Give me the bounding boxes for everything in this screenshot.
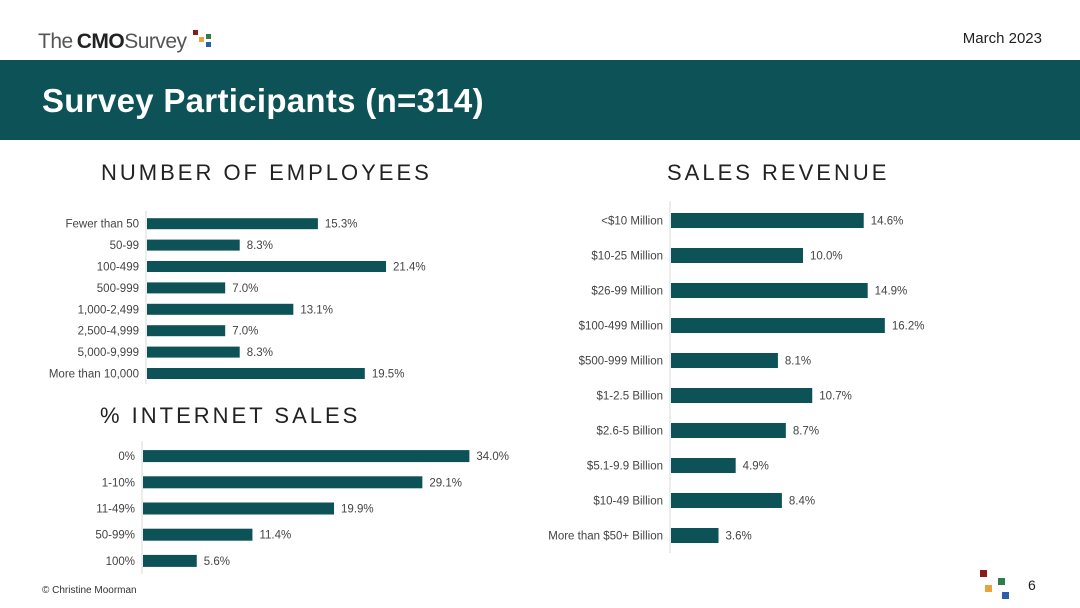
revenue-category-label: $26-99 Million — [591, 286, 663, 298]
revenue-value-label: 16.2% — [892, 321, 925, 333]
employees-category-label: 2,500-4,999 — [78, 326, 139, 338]
cmo-survey-logo: The CMO Survey — [38, 20, 215, 54]
copyright-text: © Christine Moorman — [42, 585, 137, 596]
revenue-category-label: $500-999 Million — [579, 356, 663, 368]
internet-value-label: 11.4% — [259, 530, 291, 542]
employees-bar — [147, 368, 365, 379]
employees-value-label: 8.3% — [247, 347, 273, 359]
revenue-value-label: 3.6% — [726, 531, 752, 543]
revenue-category-label: $1-2.5 Billion — [597, 391, 663, 403]
employees-category-label: 1,000-2,499 — [78, 304, 139, 316]
revenue-value-label: 8.7% — [793, 426, 819, 438]
corner-logo-icon — [980, 570, 1009, 599]
internet-value-label: 34.0% — [476, 451, 509, 463]
employees-bar — [147, 239, 240, 251]
revenue-category-label: $2.6-5 Billion — [597, 426, 663, 438]
logo-squares-icon — [192, 30, 211, 47]
revenue-bar — [671, 458, 736, 473]
logo-cmo: CMO — [76, 30, 125, 53]
employees-bar — [147, 218, 318, 230]
revenue-bar — [671, 528, 719, 543]
revenue-category-label: $10-25 Million — [591, 251, 663, 263]
revenue-bar — [671, 283, 868, 298]
revenue-bar — [671, 493, 782, 508]
internet-category-label: 50-99% — [95, 530, 135, 542]
revenue-bar — [671, 388, 813, 403]
logo-the: The — [38, 30, 73, 53]
internet-chart-title: % INTERNET SALES — [100, 403, 361, 428]
internet-bar — [143, 528, 253, 541]
employees-category-label: More than 10,000 — [49, 369, 139, 381]
employees-value-label: 7.0% — [232, 326, 258, 338]
revenue-category-label: $5.1-9.9 Billion — [587, 461, 663, 473]
employees-bar — [147, 282, 226, 294]
page-number: 6 — [1028, 577, 1036, 593]
revenue-category-label: More than $50+ Billion — [548, 531, 663, 543]
internet-category-label: 1-10% — [102, 477, 135, 489]
employees-bar — [147, 303, 294, 315]
revenue-bar — [671, 423, 786, 438]
internet-category-label: 100% — [106, 556, 135, 568]
employees-value-label: 7.0% — [232, 283, 258, 295]
employees-value-label: 21.4% — [393, 262, 426, 274]
revenue-bar — [671, 213, 864, 228]
employees-value-label: 19.5% — [372, 369, 405, 381]
employees-value-label: 13.1% — [300, 304, 333, 316]
page-title: Survey Participants (n=314) — [42, 82, 484, 119]
revenue-value-label: 8.4% — [789, 496, 815, 508]
employees-category-label: Fewer than 50 — [65, 219, 139, 231]
employees-category-label: 5,000-9,999 — [78, 347, 139, 359]
revenue-value-label: 4.9% — [743, 461, 769, 473]
internet-bar — [143, 476, 423, 489]
revenue-bar — [671, 248, 803, 263]
employees-value-label: 15.3% — [325, 219, 358, 231]
internet-bar — [143, 450, 470, 463]
revenue-value-label: 14.6% — [871, 216, 904, 228]
employees-bar — [147, 325, 226, 337]
revenue-value-label: 8.1% — [785, 356, 811, 368]
revenue-chart-title: SALES REVENUE — [667, 160, 890, 185]
title-banner — [0, 60, 1080, 140]
internet-bar — [143, 554, 197, 567]
employees-value-label: 8.3% — [247, 240, 273, 252]
revenue-value-label: 14.9% — [875, 286, 908, 298]
internet-value-label: 29.1% — [429, 477, 462, 489]
internet-value-label: 19.9% — [341, 504, 374, 516]
employees-category-label: 50-99 — [110, 240, 139, 252]
revenue-category-label: $100-499 Million — [579, 321, 663, 333]
employees-chart-title: NUMBER OF EMPLOYEES — [101, 160, 432, 185]
revenue-bar — [671, 318, 885, 333]
revenue-category-label: <$10 Million — [601, 216, 663, 228]
report-date: March 2023 — [962, 30, 1042, 47]
internet-value-label: 5.6% — [204, 556, 230, 568]
employees-bar — [147, 346, 240, 358]
logo-survey: Survey — [124, 30, 187, 53]
revenue-category-label: $10-49 Billion — [593, 496, 663, 508]
employees-category-label: 100-499 — [97, 262, 139, 274]
internet-category-label: 0% — [118, 451, 135, 463]
revenue-bar — [671, 353, 778, 368]
employees-bar — [147, 261, 387, 272]
internet-category-label: 11-49% — [96, 504, 135, 516]
employees-category-label: 500-999 — [97, 283, 139, 295]
internet-bar — [143, 502, 335, 515]
revenue-value-label: 10.7% — [819, 391, 852, 403]
revenue-value-label: 10.0% — [810, 251, 843, 263]
